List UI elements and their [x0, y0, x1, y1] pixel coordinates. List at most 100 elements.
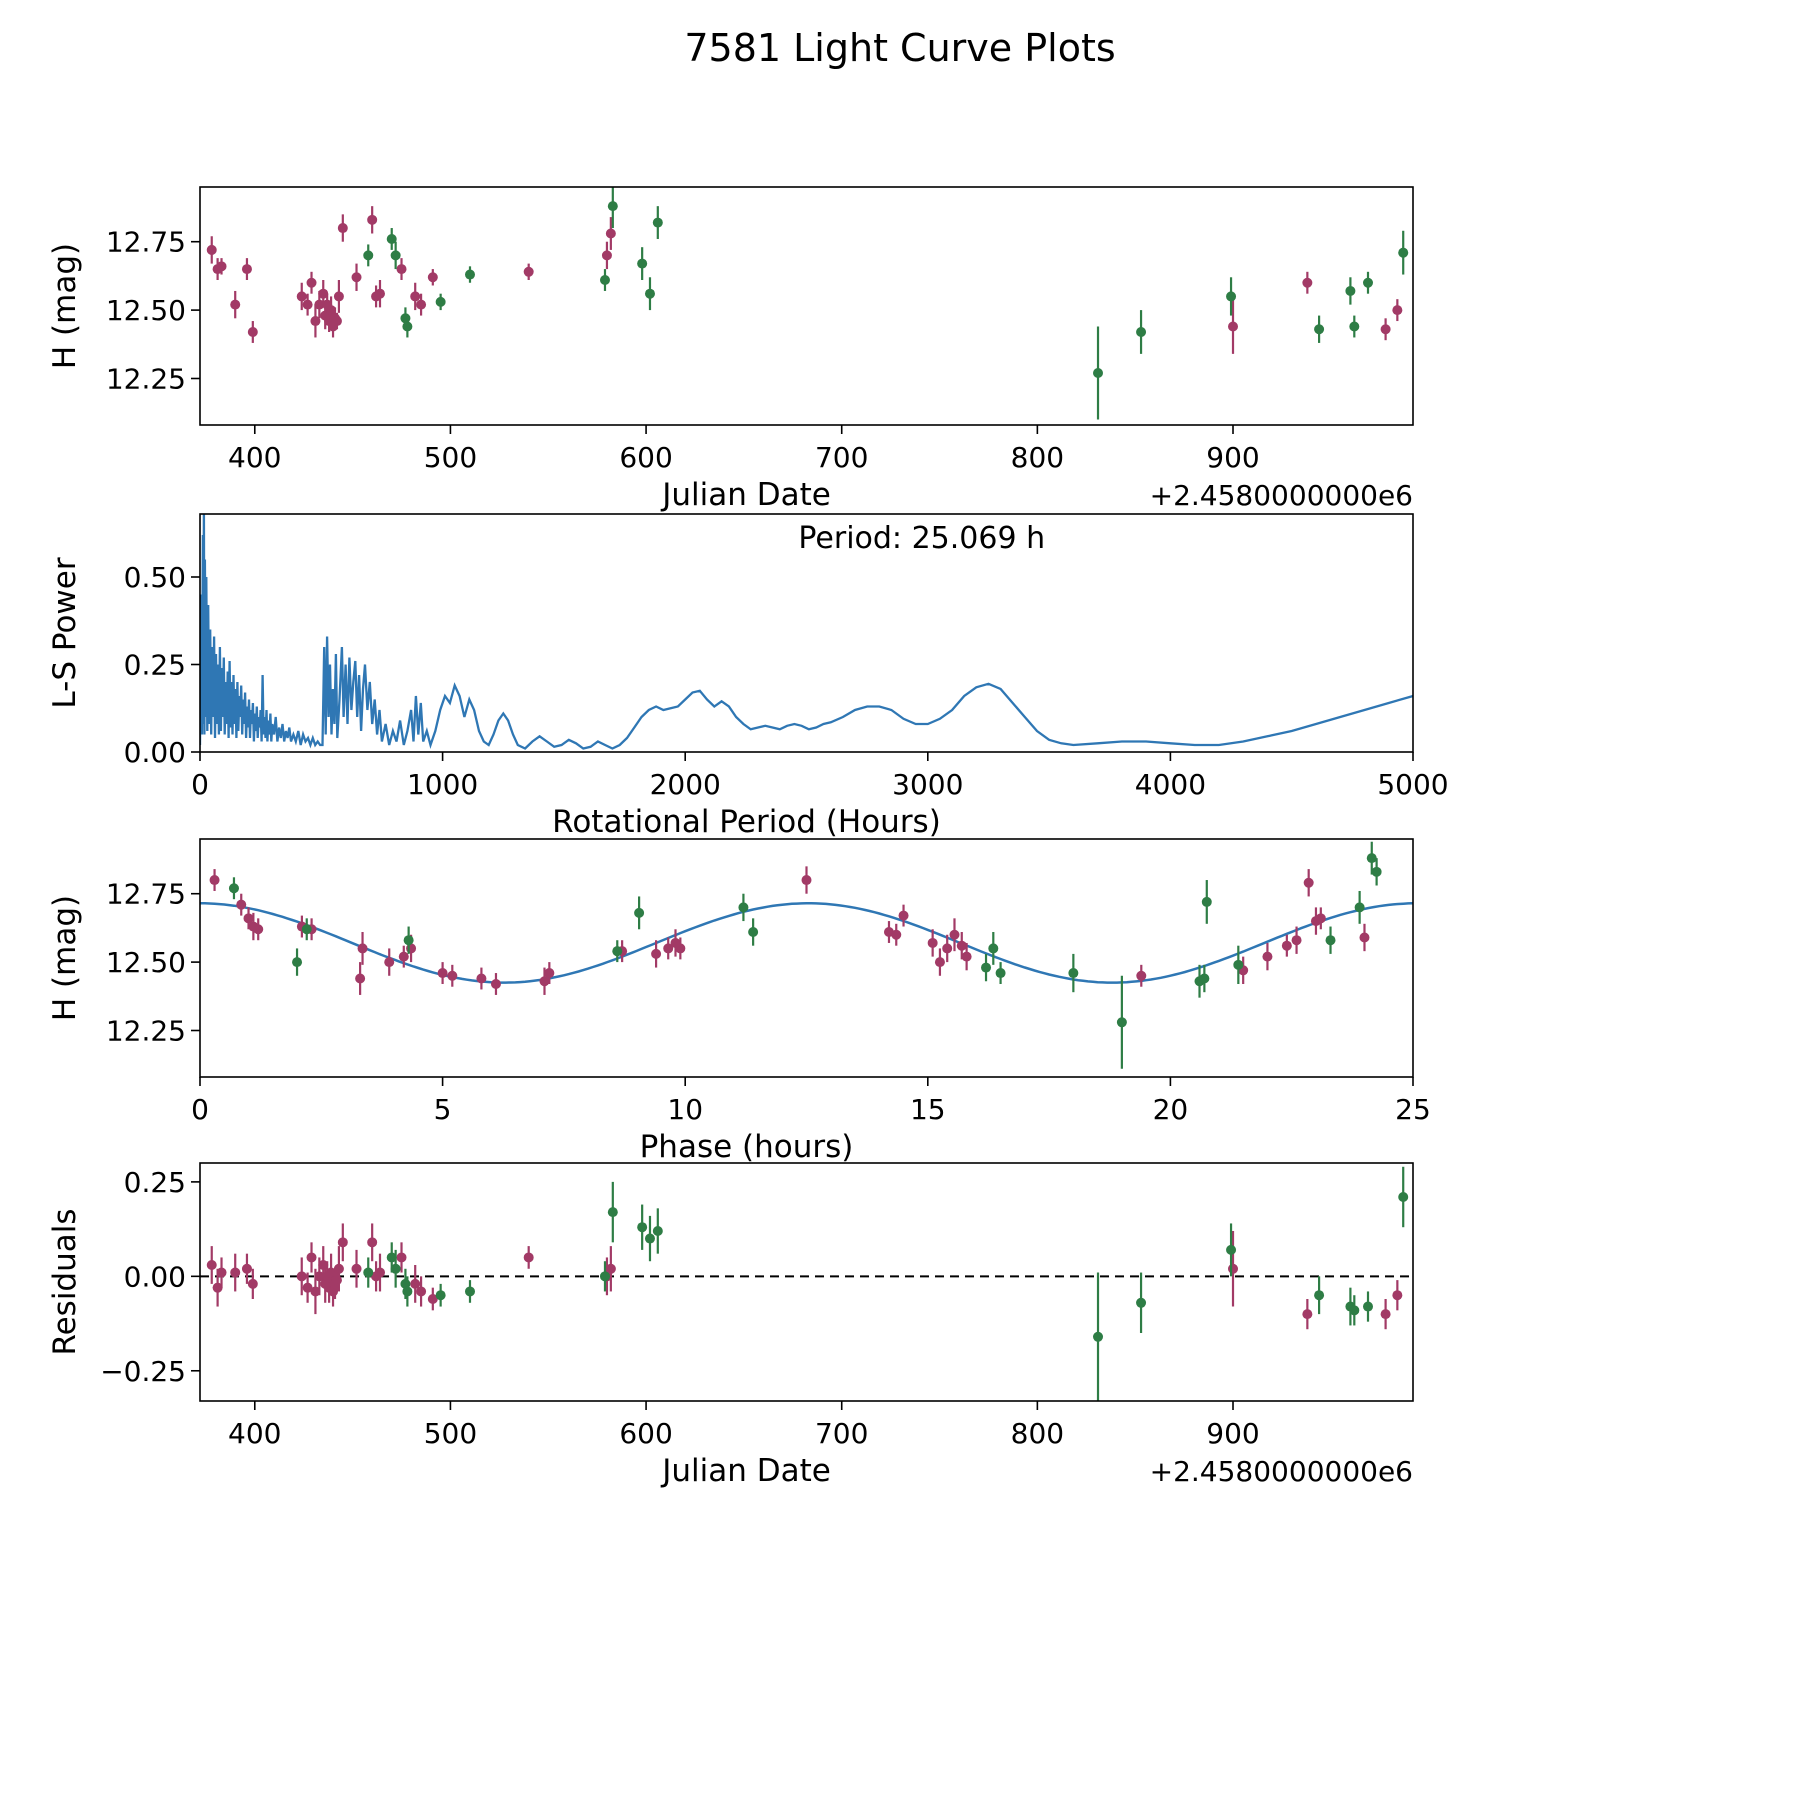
- data-point: [988, 943, 999, 954]
- x-tick-label: 600: [619, 441, 672, 474]
- data-point: [241, 264, 252, 275]
- y-tick-label: 12.50: [106, 294, 186, 327]
- data-point: [599, 1271, 610, 1282]
- data-point: [306, 1252, 317, 1263]
- data-point: [447, 970, 458, 981]
- data-point: [230, 299, 241, 310]
- data-point: [247, 1278, 258, 1289]
- phase-set-a: [209, 866, 1370, 995]
- x-tick-label: 5: [434, 1093, 452, 1126]
- data-point: [351, 1263, 362, 1274]
- data-point: [1398, 1192, 1409, 1202]
- data-point: [296, 1271, 307, 1282]
- x-tick-label: 500: [424, 441, 477, 474]
- data-point: [357, 943, 368, 954]
- data-point: [314, 299, 325, 310]
- data-point: [396, 264, 407, 275]
- data-point: [1314, 1290, 1325, 1301]
- x-tick-label: 1000: [407, 768, 478, 801]
- data-point: [949, 929, 960, 940]
- data-point: [1226, 1244, 1237, 1255]
- x-tick-label: 600: [619, 1417, 672, 1450]
- data-point: [363, 250, 374, 261]
- axes-frame: [199, 1162, 1414, 1402]
- data-point: [326, 1267, 337, 1278]
- data-point: [302, 1282, 313, 1293]
- data-point: [1371, 866, 1382, 877]
- data-point: [1201, 896, 1212, 907]
- data-point: [410, 291, 421, 302]
- x-tick-label: 0: [191, 768, 209, 801]
- data-point: [637, 1222, 648, 1233]
- data-point: [605, 228, 616, 239]
- data-point: [209, 875, 220, 886]
- data-point: [398, 951, 409, 962]
- data-point: [612, 946, 623, 957]
- x-tick-label: 800: [1011, 1417, 1064, 1450]
- y-tick-label: 12.25: [106, 1014, 186, 1047]
- axes-frame: [199, 513, 1414, 753]
- y-tick-label: −0.25: [100, 1355, 186, 1388]
- data-point: [367, 1237, 378, 1248]
- data-point: [390, 250, 401, 261]
- data-point: [337, 223, 348, 234]
- data-point: [1380, 324, 1391, 335]
- data-point: [253, 924, 264, 935]
- resid-set-b: [363, 1166, 1409, 1401]
- data-point: [435, 1290, 446, 1301]
- data-point: [230, 1267, 241, 1278]
- data-point: [228, 883, 239, 894]
- x-tick-label: 20: [1153, 1093, 1189, 1126]
- data-point: [216, 261, 227, 272]
- data-point: [333, 1263, 344, 1274]
- data-point: [1199, 973, 1210, 984]
- data-point: [243, 913, 254, 924]
- data-point: [206, 244, 217, 255]
- data-point: [898, 910, 909, 921]
- x-tick-label: 15: [910, 1093, 946, 1126]
- x-tick-label: 500: [424, 1417, 477, 1450]
- x-axis-label: Julian Date: [660, 1453, 831, 1489]
- data-point: [216, 1267, 227, 1278]
- data-point: [427, 272, 438, 283]
- data-point: [390, 1263, 401, 1274]
- data-point: [1233, 959, 1244, 970]
- data-point: [1093, 368, 1104, 379]
- data-point: [402, 321, 413, 332]
- data-point: [544, 968, 555, 979]
- data-point: [435, 296, 446, 307]
- panel-phase-curve: 0 5 10 15 20 25 12.25 12.50 12.75 Phase (hours) H …: [47, 838, 1431, 1165]
- y-tick-label: 12.50: [106, 946, 186, 979]
- data-point: [891, 929, 902, 940]
- data-point: [318, 288, 329, 299]
- data-point: [416, 1286, 427, 1297]
- data-point: [607, 1207, 618, 1218]
- data-point: [476, 973, 487, 984]
- data-point: [1398, 247, 1409, 258]
- data-point: [1325, 935, 1336, 946]
- data-point: [523, 1252, 534, 1263]
- x-axis-label: Julian Date: [660, 477, 831, 513]
- x-tick-label: 700: [815, 1417, 868, 1450]
- data-point: [1349, 321, 1360, 332]
- sinusoid-fit-line: [200, 902, 1413, 984]
- data-point: [1302, 277, 1313, 288]
- data-point: [306, 277, 317, 288]
- data-point: [1116, 1017, 1127, 1028]
- data-point: [1136, 326, 1147, 337]
- data-point: [292, 957, 303, 968]
- x-tick-label: 3000: [892, 768, 963, 801]
- data-point: [314, 1271, 325, 1282]
- data-point: [386, 233, 397, 244]
- period-annotation: Period: 25.069 h: [798, 521, 1045, 556]
- data-point: [247, 326, 258, 337]
- data-point: [1363, 277, 1374, 288]
- data-point: [296, 291, 307, 302]
- data-point: [607, 201, 618, 212]
- data-point: [355, 973, 366, 984]
- data-point: [981, 962, 992, 973]
- data-point: [410, 1278, 421, 1289]
- data-point: [961, 951, 972, 962]
- data-point: [363, 1267, 374, 1278]
